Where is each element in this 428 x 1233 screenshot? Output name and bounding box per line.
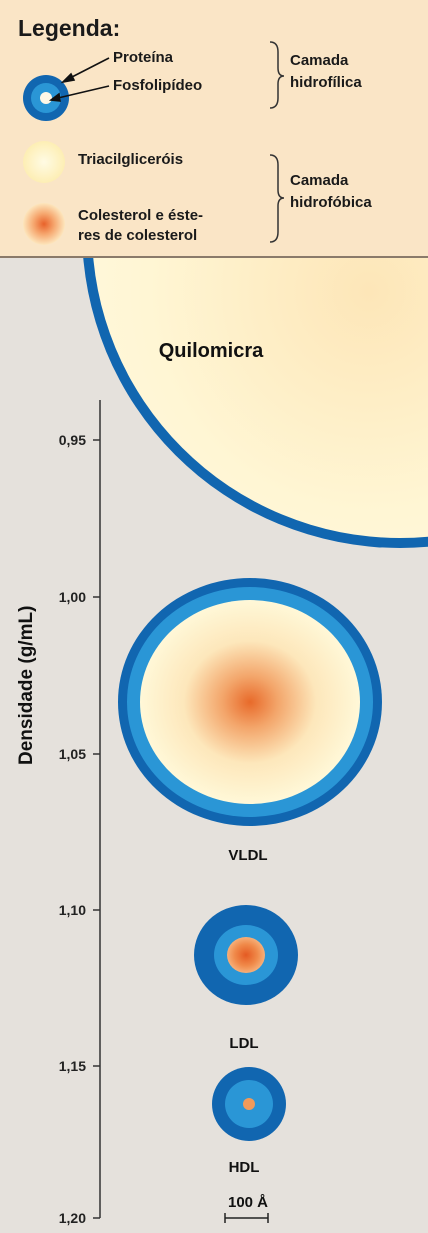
legend-panel: Legenda: Proteína Fosfolipídeo Camada hi…: [0, 0, 428, 258]
cholesterol-label-line2: res de colesterol: [78, 227, 198, 244]
legend-graphics: [23, 41, 285, 245]
protein-label: Proteína: [113, 49, 174, 66]
triacylglycerol-icon: [23, 141, 65, 183]
ldl-label: LDL: [229, 1035, 258, 1052]
triacylglycerol-label: Triacilgliceróis: [78, 151, 184, 168]
hydrophilic-label-line2: hidrofílica: [290, 74, 362, 91]
hydrophilic-label-line1: Camada: [290, 52, 349, 69]
tick-0-95: 0,95: [59, 432, 86, 448]
axis-label: Densidade (g/mL): [16, 606, 37, 765]
legend-title: Legenda:: [18, 15, 121, 41]
tick-1-20: 1,20: [59, 1210, 86, 1226]
tick-1-05: 1,05: [59, 746, 86, 762]
legend-pointer-arrows: [48, 57, 110, 102]
scale-bar: 100 Å: [224, 1194, 269, 1223]
hydrophobic-label-line2: hidrofóbica: [290, 194, 372, 211]
tick-1-15: 1,15: [59, 1058, 86, 1074]
vldl-particle: [118, 578, 382, 826]
tick-1-10: 1,10: [59, 902, 86, 918]
phospholipid-label: Fosfolipídeo: [113, 77, 203, 94]
vldl-label: VLDL: [228, 847, 267, 864]
cholesterol-label-line1: Colesterol e éste-: [78, 207, 204, 224]
tick-1-00: 1,00: [59, 589, 86, 605]
density-axis: 0,95 1,00 1,05 1,10 1,15 1,20 Densidade …: [16, 400, 101, 1226]
chylomicron-label: Quilomicra: [159, 340, 264, 362]
hydrophobic-label-line1: Camada: [290, 172, 349, 189]
ldl-particle: [194, 905, 298, 1005]
cholesterol-icon: [23, 203, 65, 245]
hydrophilic-layer-icon: [23, 75, 69, 121]
scale-bar-label: 100 Å: [228, 1194, 268, 1211]
legend-braces: [269, 41, 285, 243]
hdl-particle: [212, 1067, 286, 1141]
hdl-label: HDL: [229, 1159, 260, 1176]
